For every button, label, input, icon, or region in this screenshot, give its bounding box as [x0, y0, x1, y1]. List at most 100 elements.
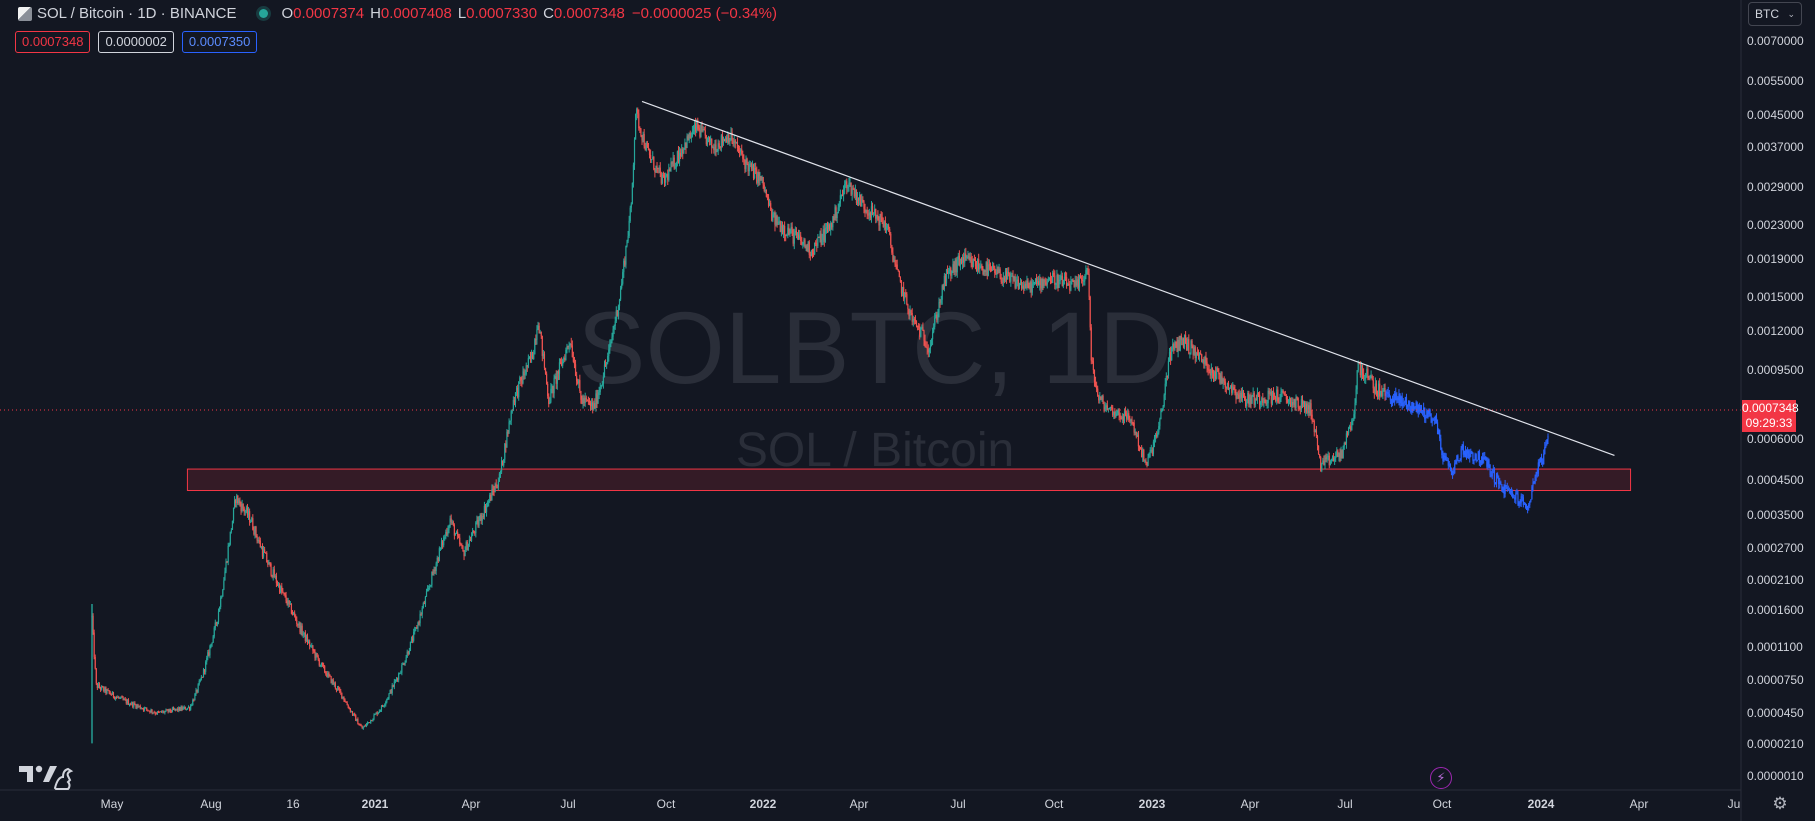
candle	[1208, 364, 1210, 374]
candle	[136, 703, 138, 710]
candle	[1000, 273, 1002, 285]
candle	[1011, 272, 1013, 277]
candle	[400, 670, 402, 674]
candle	[167, 708, 169, 714]
candle	[273, 565, 275, 578]
candle	[1192, 344, 1194, 360]
time-axis[interactable]: May Aug 16 2021 Apr Jul Oct 2022 Apr Jul Oct 2023 Ap…	[101, 797, 1741, 811]
candle	[594, 398, 596, 409]
buy-price-button[interactable]: 0.0007350	[181, 31, 258, 53]
candle	[503, 458, 505, 468]
candle	[372, 718, 374, 722]
candle	[1167, 357, 1170, 379]
candle	[1458, 459, 1460, 463]
candle	[1423, 402, 1425, 418]
candle	[341, 692, 343, 700]
price-axis[interactable]: 0.0070000 0.0055000 0.0045000 0.0037000 0.00…	[1747, 34, 1804, 783]
candle	[1356, 370, 1358, 395]
candle	[483, 501, 486, 520]
lightning-icon[interactable]: ⚡	[1430, 767, 1452, 789]
candle	[1245, 396, 1247, 408]
candle	[1133, 419, 1135, 436]
candle	[156, 711, 159, 715]
candle	[1049, 272, 1052, 285]
candle	[649, 149, 652, 163]
candle	[438, 546, 440, 562]
candle	[771, 207, 773, 222]
candle	[518, 381, 520, 401]
candle	[1159, 417, 1161, 430]
candle	[1286, 395, 1289, 404]
sell-price-button[interactable]: 0.0007348	[15, 31, 91, 53]
candle	[1242, 389, 1245, 398]
candle	[1097, 385, 1099, 397]
candle	[833, 214, 835, 224]
candle	[92, 613, 94, 635]
candle	[300, 622, 302, 636]
candle	[411, 635, 414, 644]
candle	[521, 375, 523, 388]
candle	[1028, 282, 1030, 290]
candle	[148, 710, 150, 712]
candle	[1506, 482, 1508, 492]
candle	[699, 125, 701, 139]
candle	[921, 324, 923, 330]
candle	[1514, 495, 1516, 503]
candle	[895, 259, 897, 270]
candle	[981, 263, 983, 271]
support-zone-rect[interactable]	[186, 468, 1632, 492]
candle	[1172, 338, 1174, 352]
candle	[600, 384, 602, 390]
candle	[1366, 364, 1368, 378]
candle	[120, 696, 122, 699]
candle	[1350, 421, 1352, 432]
market-status-icon[interactable]	[258, 9, 268, 18]
symbol-title[interactable]: SOL / Bitcoin · 1D · BINANCE	[37, 5, 237, 22]
ohlc-change: −0.0000025 (−0.34%)	[631, 5, 777, 22]
candle	[1465, 449, 1468, 460]
gear-icon[interactable]: ⚙	[1772, 794, 1788, 813]
candle	[869, 211, 871, 221]
candle	[814, 242, 816, 256]
candle	[978, 253, 980, 273]
candle	[841, 189, 844, 197]
candle	[1126, 410, 1128, 423]
candle	[141, 707, 143, 710]
candle	[604, 359, 607, 367]
candle	[839, 189, 841, 207]
candle	[320, 662, 323, 668]
candle	[1355, 385, 1357, 406]
candle	[1042, 276, 1044, 291]
candle	[789, 228, 791, 237]
candle	[708, 136, 711, 146]
trendline[interactable]	[641, 100, 1615, 456]
candle	[639, 126, 641, 134]
candle	[794, 226, 796, 236]
support-zone[interactable]	[186, 468, 1632, 492]
candle	[1007, 267, 1009, 280]
candle	[540, 331, 542, 339]
candle	[1166, 375, 1168, 381]
candle	[1103, 401, 1105, 413]
candle	[294, 610, 296, 618]
candle	[1114, 408, 1116, 419]
candle	[299, 621, 301, 635]
candle	[1295, 394, 1297, 412]
candle	[1238, 389, 1240, 403]
candle	[609, 339, 611, 354]
candle	[264, 546, 266, 554]
candle	[542, 349, 544, 359]
candle	[553, 374, 555, 399]
candle	[1352, 417, 1354, 426]
tradingview-logo-icon[interactable]	[18, 760, 74, 792]
trendline-line[interactable]	[641, 100, 1615, 456]
candle	[526, 364, 528, 372]
candle	[132, 701, 134, 709]
candle	[817, 233, 819, 249]
candle	[834, 204, 836, 221]
candle	[251, 516, 253, 523]
candle	[995, 269, 997, 275]
currency-select[interactable]: BTC ⌄	[1748, 2, 1802, 26]
candle	[460, 542, 462, 546]
